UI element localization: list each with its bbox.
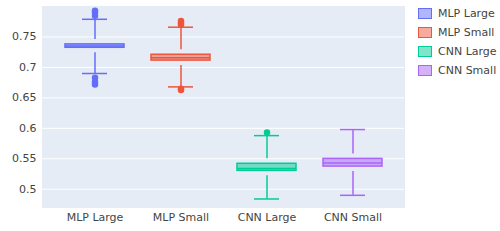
svg-text:0.5: 0.5 (19, 183, 37, 196)
svg-text:0.75: 0.75 (12, 30, 37, 43)
svg-text:0.65: 0.65 (12, 91, 37, 104)
html-text:MLP Large: MLP Large (438, 7, 495, 20)
html-text:MLP Small: MLP Small (438, 26, 495, 39)
html-text:CNN Small: CNN Small (438, 64, 497, 77)
svg-text:CNN Large: CNN Large (238, 211, 297, 224)
html-text:CNN Large: CNN Large (438, 45, 497, 58)
svg-text:MLP Large: MLP Large (67, 211, 124, 224)
svg-text:0.6: 0.6 (19, 122, 37, 135)
svg-text:0.55: 0.55 (12, 152, 37, 165)
svg-text:MLP Small: MLP Small (153, 211, 209, 224)
svg-text:CNN Small: CNN Small (324, 211, 382, 224)
svg-text:0.7: 0.7 (19, 61, 37, 74)
